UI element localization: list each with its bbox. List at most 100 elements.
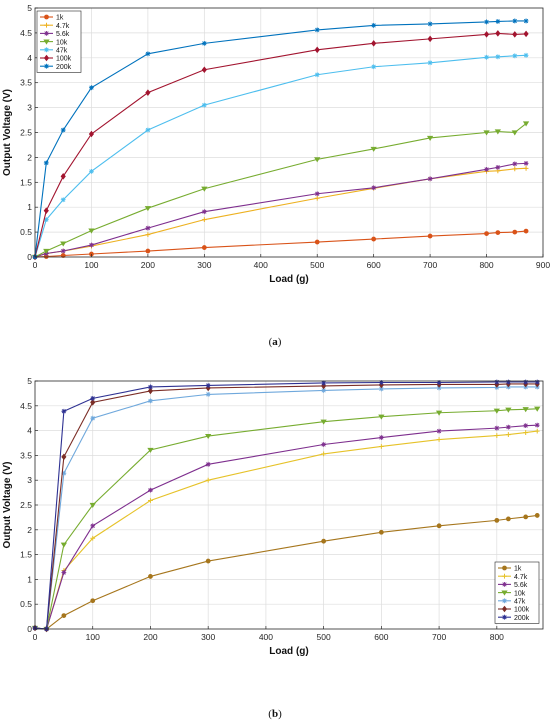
x-tick-label: 400 <box>254 260 268 270</box>
data-point-10k <box>378 414 385 420</box>
x-tick-label: 0 <box>33 632 38 642</box>
legend-label: 10k <box>56 39 68 46</box>
data-point-1k <box>534 513 540 518</box>
x-tick-label: 200 <box>143 632 157 642</box>
y-tick-label: 4.5 <box>20 28 32 38</box>
data-point-100k <box>43 207 49 214</box>
data-point-200k-core <box>62 410 65 413</box>
data-point-200k-core <box>372 24 375 27</box>
data-point-4.7k <box>494 433 500 438</box>
data-point-47k-core <box>62 472 65 475</box>
data-point-1k <box>201 245 207 250</box>
data-point-4.7k <box>314 195 320 201</box>
y-tick-label: 3.5 <box>20 450 32 460</box>
data-point-200k-core <box>438 381 441 384</box>
y-tick-label: 3 <box>27 103 32 113</box>
data-point-47k-core <box>45 218 48 221</box>
data-point-5.6k <box>436 428 442 434</box>
data-point-10k <box>147 447 154 453</box>
data-point-47k-core <box>438 386 441 389</box>
ticks: 0 100 200 300 400 500 600 700 800 0 0.5 1 1.5 2 2.5 3 3.… <box>20 376 504 642</box>
legend-marker <box>44 22 49 28</box>
legend-marker <box>44 31 49 36</box>
data-point-4.7k <box>436 437 442 442</box>
legend-item-5.6k: 5.6k <box>40 31 70 38</box>
data-point-1k <box>495 230 501 235</box>
x-tick-label: 100 <box>86 632 100 642</box>
series-5.6k <box>32 160 529 260</box>
x-tick-label: 100 <box>84 260 98 270</box>
grid <box>35 381 543 629</box>
data-point-47k-core <box>203 104 206 107</box>
legend-item-5.6k: 5.6k <box>498 582 528 589</box>
data-point-200k-core <box>62 129 65 132</box>
data-point-200k-core <box>90 86 93 89</box>
data-point-200k-core <box>149 385 152 388</box>
data-point-10k <box>205 433 212 440</box>
legend-label: 200k <box>514 615 530 622</box>
data-point-47k-core <box>149 399 152 402</box>
data-point-4.7k <box>505 432 511 437</box>
x-tick-label: 700 <box>432 632 446 642</box>
panel-label-b: (b) <box>0 708 550 720</box>
legend-item-1k: 1k <box>40 14 64 22</box>
ticks: 0 100 200 300 400 500 600 700 800 900 0 0.5 1 1.5 2 2.5… <box>20 3 550 270</box>
legend-label: 1k <box>56 15 64 22</box>
panel-label-b-close: ) <box>278 708 282 720</box>
data-point-200k-core <box>91 397 94 400</box>
data-point-4.7k <box>378 444 384 449</box>
data-point-10k <box>320 419 327 425</box>
y-tick-label: 1.5 <box>20 177 32 187</box>
data-point-1k <box>61 613 67 619</box>
legend-marker <box>502 565 507 571</box>
y-tick-label: 1.5 <box>20 550 32 560</box>
y-tick-label: 1 <box>27 574 32 584</box>
legend-item-200k: 200k <box>40 63 72 71</box>
data-point-200k-core <box>146 52 149 55</box>
x-tick-label: 900 <box>536 260 550 270</box>
data-point-10k <box>493 408 500 414</box>
series-47k <box>32 52 529 260</box>
data-point-200k-core <box>485 20 488 23</box>
data-point-200k-core <box>507 380 510 383</box>
data-point-5.6k <box>61 570 67 575</box>
data-point-5.6k <box>495 164 501 170</box>
data-point-100k <box>483 31 490 38</box>
data-point-200k-core <box>316 28 319 31</box>
data-point-47k-core <box>322 389 325 392</box>
data-point-1k <box>314 239 320 245</box>
y-axis-label: Output Voltage (V) <box>2 89 13 176</box>
y-tick-label: 2 <box>27 525 32 535</box>
data-point-1k <box>436 523 442 529</box>
panel-label-a-open: ( <box>268 336 273 348</box>
y-tick-label: 5 <box>27 376 32 386</box>
data-point-200k-core <box>45 161 48 164</box>
data-point-1k <box>378 529 384 535</box>
data-point-200k-core <box>429 22 432 25</box>
data-point-100k <box>88 130 95 138</box>
y-tick-label: 2.5 <box>20 128 32 138</box>
legend-marker <box>43 54 50 62</box>
legend-label: 5.6k <box>56 31 70 38</box>
legend-marker <box>44 14 49 20</box>
x-axis-label: Load (g) <box>269 274 308 285</box>
data-point-47k-core <box>372 65 375 68</box>
data-point-10k <box>89 502 96 508</box>
x-tick-label: 500 <box>317 632 331 642</box>
x-tick-label: 500 <box>310 260 324 270</box>
x-tick-label: 300 <box>201 632 215 642</box>
legend-label: 200k <box>56 64 72 71</box>
data-point-5.6k <box>371 185 377 191</box>
data-point-1k <box>484 231 489 236</box>
legend-marker-core <box>45 65 48 68</box>
legend-marker <box>501 605 508 613</box>
legend-item-200k: 200k <box>498 614 530 622</box>
legend-item-100k: 100k <box>498 605 530 614</box>
data-point-5.6k <box>148 487 153 493</box>
data-point-1k <box>523 228 529 234</box>
legend-item-100k: 100k <box>40 54 72 63</box>
chart-b: 0 100 200 300 400 500 600 700 800 0 0.5 1 1.5 2 2.5 3 3.… <box>2 376 544 657</box>
data-point-200k-core <box>322 381 325 384</box>
data-point-5.6k <box>314 191 320 197</box>
